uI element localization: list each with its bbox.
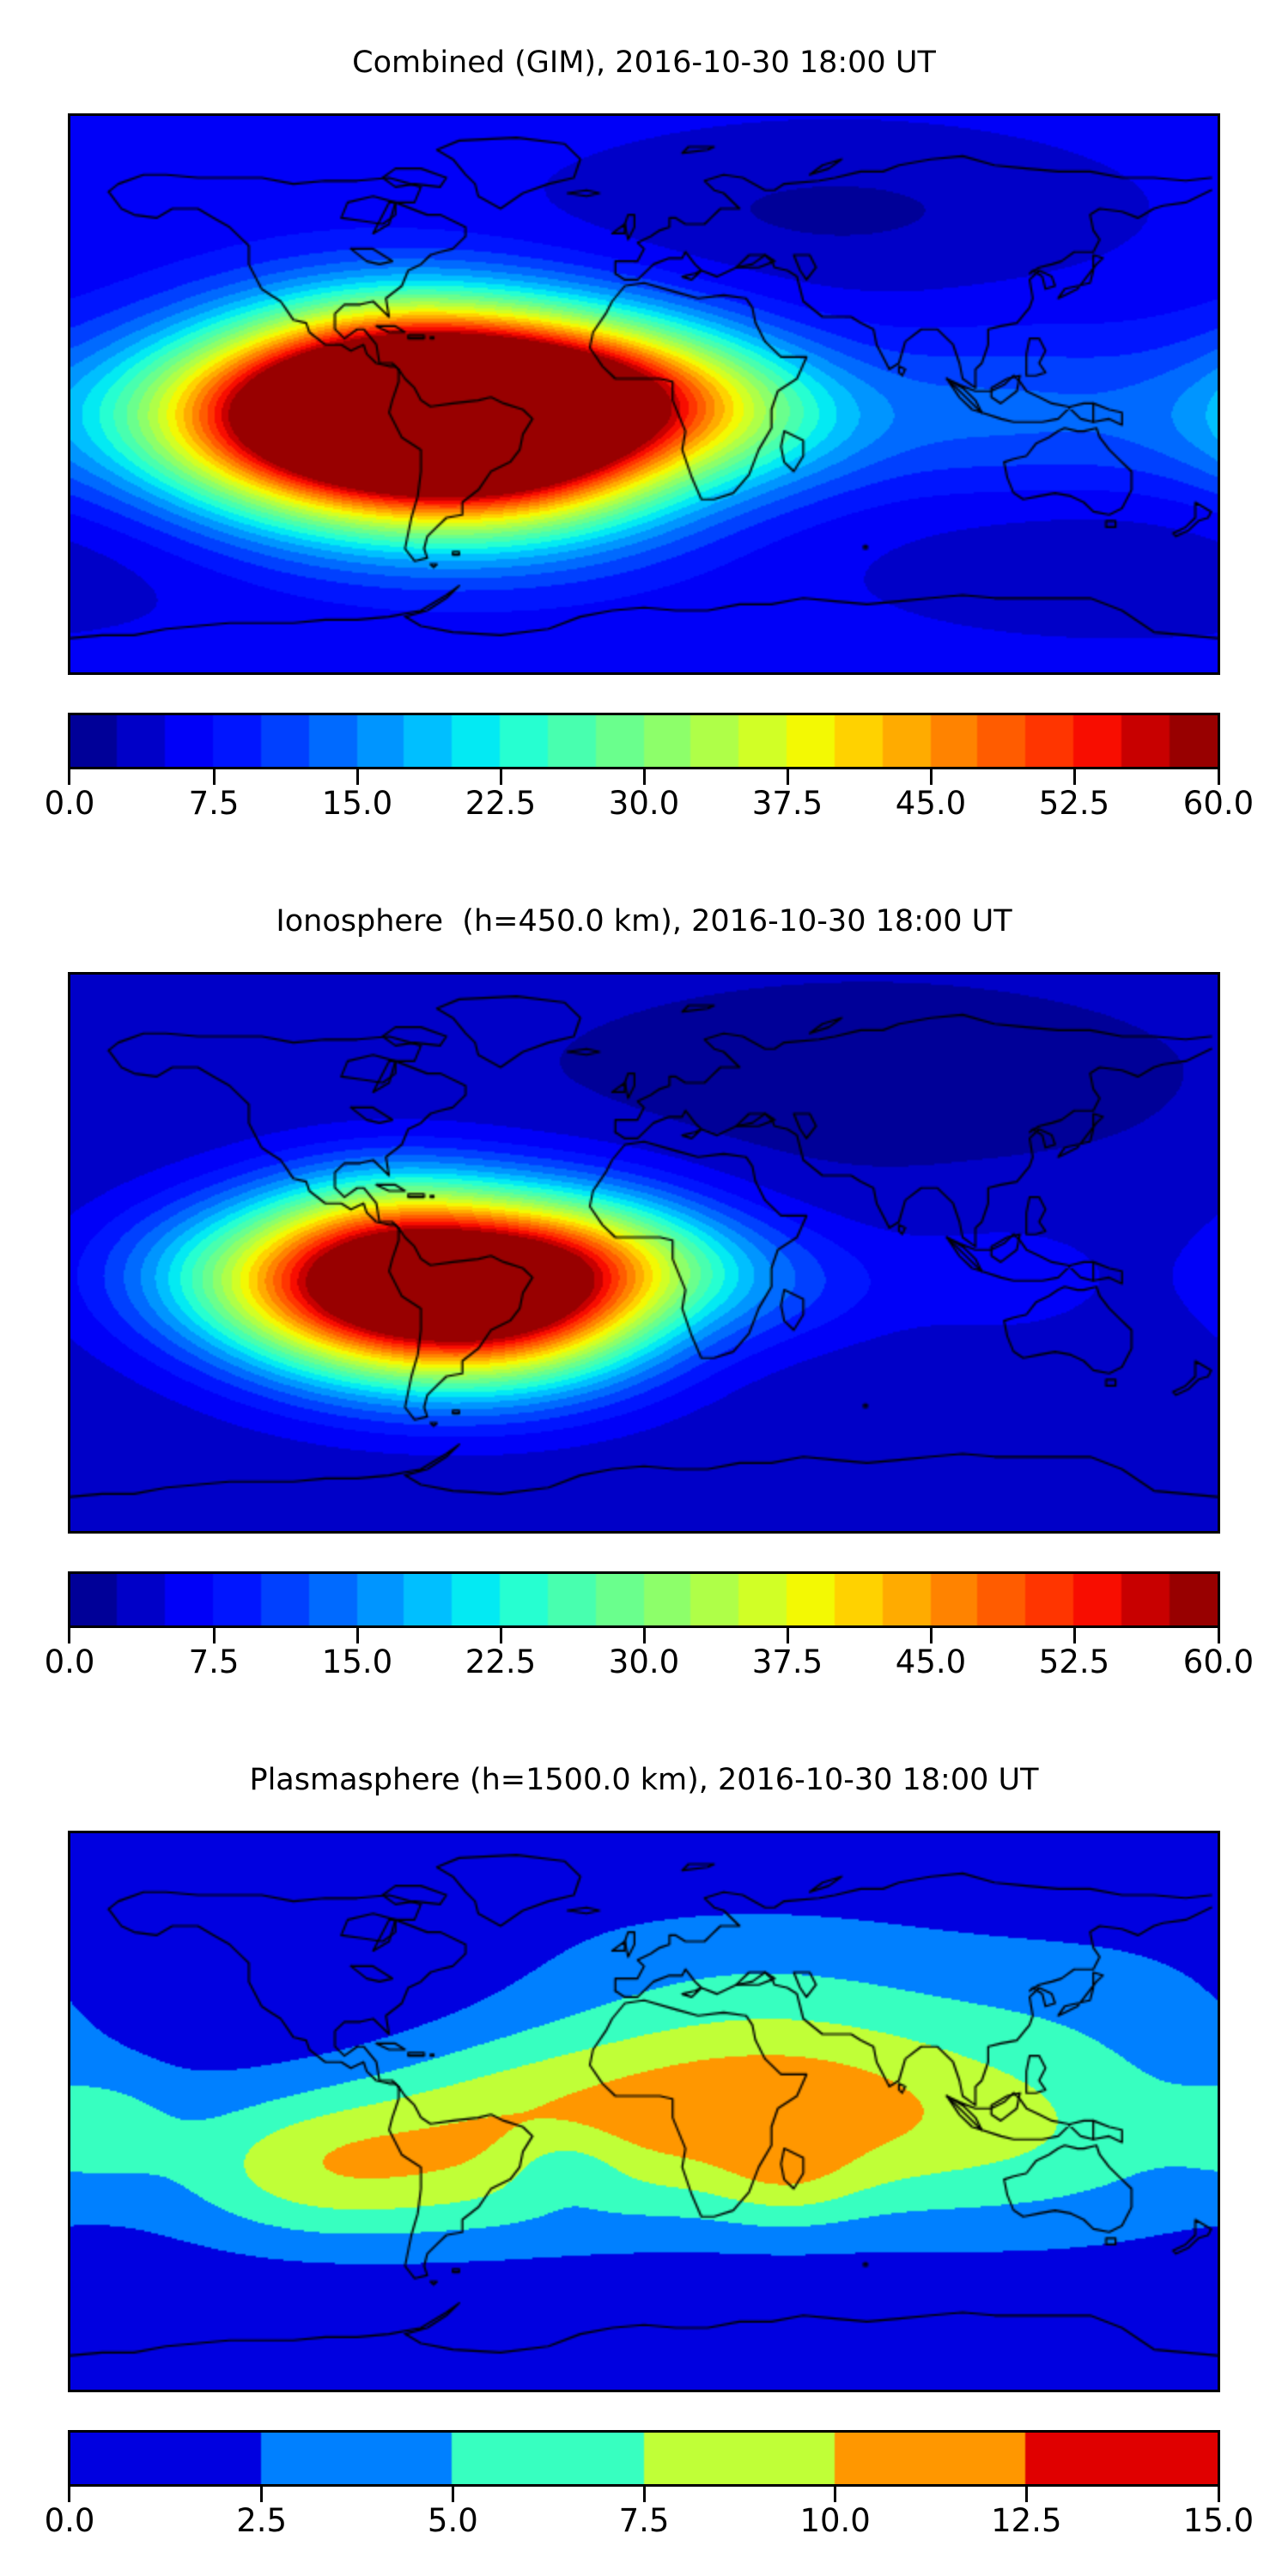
colorbar-tick-label: 12.5 (991, 2502, 1062, 2539)
panel-title-ionosphere: Ionosphere (h=450.0 km), 2016-10-30 18:0… (276, 904, 1012, 939)
panel-plasmasphere: Plasmasphere (h=1500.0 km), 2016-10-30 1… (0, 1717, 1288, 2576)
colorbar-tick (1218, 1628, 1220, 1643)
colorbar-tick-label: 10.0 (799, 2502, 871, 2539)
colorbar-tick-label: 60.0 (1182, 785, 1255, 822)
map-canvas-plasmasphere (70, 1833, 1218, 2390)
colorbar-tick-label: 52.5 (1038, 785, 1110, 822)
colorbar-combined-gim: 0.0 7.5 15.0 22.5 30.0 37.5 45.0 52.5 60.0 (45, 713, 1255, 826)
map-ionosphere (68, 972, 1220, 1534)
colorbar-tick (786, 769, 789, 785)
colorbar-tick (642, 1628, 646, 1643)
colorbar-tick-label: 7.5 (618, 2502, 670, 2539)
colorbar-tick (834, 2487, 837, 2502)
colorbar-box-ionosphere (68, 1571, 1220, 1628)
colorbar-tick (1072, 1628, 1076, 1643)
colorbar-tick (1218, 2487, 1220, 2502)
colorbar-tick-label: 45.0 (895, 1643, 967, 1680)
colorbar-tick-label: 7.5 (188, 1643, 240, 1680)
colorbar-tick-label: 60.0 (1182, 1643, 1255, 1680)
panel-title-combined-gim: Combined (GIM), 2016-10-30 18:00 UT (352, 46, 936, 80)
colorbar-tick-label: 0.0 (44, 2502, 95, 2539)
colorbar-tick-label: 0.0 (44, 785, 95, 822)
colorbar-tick (68, 2487, 70, 2502)
colorbar-tick (499, 769, 502, 785)
colorbar-tick (642, 769, 646, 785)
panel-title-plasmasphere: Plasmasphere (h=1500.0 km), 2016-10-30 1… (249, 1763, 1039, 1797)
colorbar-tick (68, 1628, 70, 1643)
colorbar-tick (929, 1628, 933, 1643)
colorbar-plasmasphere: 0.0 2.5 5.0 7.5 10.0 12.5 15.0 (45, 2430, 1255, 2543)
colorbar-tick (355, 769, 359, 785)
colorbar-ticks-ionosphere (68, 1628, 1220, 1643)
colorbar-tick-label: 52.5 (1038, 1643, 1110, 1680)
colorbar-tick-label: 15.0 (321, 785, 393, 822)
panel-combined-gim: Combined (GIM), 2016-10-30 18:00 UT 0.0 7… (0, 0, 1288, 859)
colorbar-tick (212, 1628, 216, 1643)
colorbar-box-combined-gim (68, 713, 1220, 769)
colorbar-tick (786, 1628, 789, 1643)
colorbar-tick (1024, 2487, 1028, 2502)
colorbar-tick-label: 22.5 (465, 1643, 537, 1680)
colorbar-tick (355, 1628, 359, 1643)
map-plasmasphere (68, 1831, 1220, 2392)
map-canvas-ionosphere (70, 975, 1218, 1531)
colorbar-tick-label: 15.0 (321, 1643, 393, 1680)
colorbar-tick-label: 30.0 (608, 1643, 680, 1680)
colorbar-tick-label: 2.5 (236, 2502, 288, 2539)
colorbar-tick (499, 1628, 502, 1643)
colorbar-canvas-plasmasphere (70, 2433, 1218, 2484)
colorbar-canvas-ionosphere (70, 1574, 1218, 1625)
colorbar-tick-label: 0.0 (44, 1643, 95, 1680)
colorbar-tick-label: 22.5 (465, 785, 537, 822)
colorbar-tick (1072, 769, 1076, 785)
colorbar-tick-label: 37.5 (751, 785, 823, 822)
colorbar-tick (451, 2487, 454, 2502)
colorbar-tick (929, 769, 933, 785)
panel-ionosphere: Ionosphere (h=450.0 km), 2016-10-30 18:0… (0, 859, 1288, 1717)
colorbar-tick-label: 7.5 (188, 785, 240, 822)
map-canvas-combined-gim (70, 116, 1218, 672)
map-combined-gim (68, 113, 1220, 675)
colorbar-tick (642, 2487, 646, 2502)
colorbar-tick-label: 15.0 (1182, 2502, 1255, 2539)
colorbar-labels-ionosphere: 0.0 7.5 15.0 22.5 30.0 37.5 45.0 52.5 60.0 (45, 1643, 1255, 1685)
colorbar-tick (68, 769, 70, 785)
colorbar-canvas-combined-gim (70, 715, 1218, 767)
colorbar-ticks-combined-gim (68, 769, 1220, 785)
colorbar-labels-combined-gim: 0.0 7.5 15.0 22.5 30.0 37.5 45.0 52.5 60.0 (45, 785, 1255, 826)
colorbar-tick-label: 37.5 (751, 1643, 823, 1680)
colorbar-tick-label: 5.0 (427, 2502, 478, 2539)
colorbar-tick (260, 2487, 264, 2502)
colorbar-ticks-plasmasphere (68, 2487, 1220, 2502)
colorbar-tick (212, 769, 216, 785)
colorbar-tick-label: 30.0 (608, 785, 680, 822)
colorbar-tick-label: 45.0 (895, 785, 967, 822)
colorbar-tick (1218, 769, 1220, 785)
colorbar-ionosphere: 0.0 7.5 15.0 22.5 30.0 37.5 45.0 52.5 60.0 (45, 1571, 1255, 1685)
colorbar-box-plasmasphere (68, 2430, 1220, 2487)
colorbar-labels-plasmasphere: 0.0 2.5 5.0 7.5 10.0 12.5 15.0 (45, 2502, 1255, 2543)
